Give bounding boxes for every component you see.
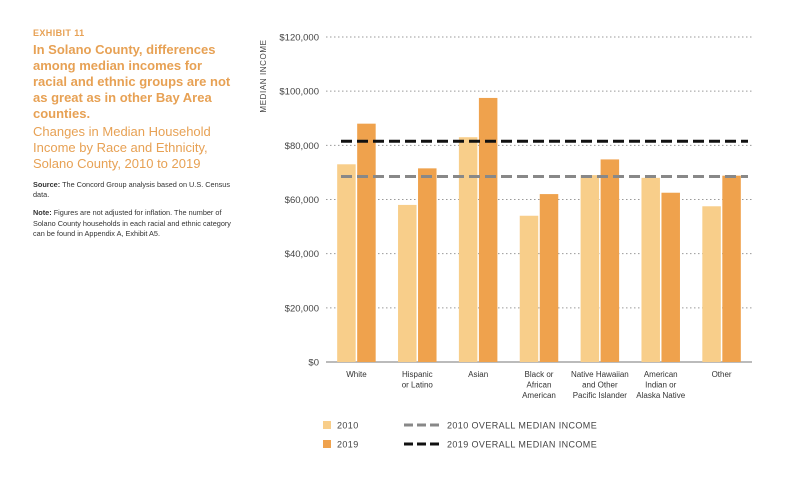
y-tick-label: $60,000 <box>285 195 319 206</box>
legend-swatch-2019 <box>323 440 331 448</box>
y-tick-label: $40,000 <box>285 249 319 260</box>
y-tick-label: $0 <box>308 358 319 369</box>
bar-2019 <box>478 97 498 362</box>
bar-2010 <box>702 206 721 362</box>
x-category-label: Other <box>712 370 732 379</box>
bar-2010 <box>337 164 356 362</box>
source-note: Source: The Concord Group analysis based… <box>33 180 238 200</box>
x-category-label: African <box>527 381 552 390</box>
note-label: Note: <box>33 208 52 218</box>
bar-2010 <box>398 204 417 362</box>
x-category-label: Alaska Native <box>636 391 685 400</box>
bar-2010 <box>519 215 539 362</box>
text-panel: EXHIBIT 11 In Solano County, differences… <box>33 28 238 239</box>
bar-2010 <box>580 175 600 362</box>
y-tick-label: $120,000 <box>279 33 319 44</box>
exhibit-label: EXHIBIT 11 <box>33 28 85 38</box>
bar-2019 <box>722 175 741 362</box>
bar-2019 <box>357 123 376 363</box>
legend-label-reference: 2010 OVERALL MEDIAN INCOME <box>447 421 597 431</box>
x-category-label: White <box>346 370 367 379</box>
legend-swatch-2010 <box>323 421 331 429</box>
y-tick-label: $80,000 <box>285 141 319 152</box>
x-category-label: American <box>644 370 678 379</box>
x-category-label: Hispanic <box>402 370 433 379</box>
x-category-label: Black or <box>525 370 554 379</box>
x-category-label: Asian <box>468 370 488 379</box>
bar-2010 <box>641 177 660 362</box>
bar-2019 <box>661 192 680 362</box>
source-text: The Concord Group analysis based on U.S.… <box>33 180 230 200</box>
y-axis-label: MEDIAN INCOME <box>259 39 268 112</box>
x-category-label: and Other <box>582 381 618 390</box>
note-text: Figures are not adjusted for inflation. … <box>33 208 231 238</box>
bar-2019 <box>600 159 620 362</box>
x-category-label: Native Hawaiian <box>571 370 629 379</box>
bar-2019 <box>418 168 437 362</box>
x-category-label: American <box>522 391 556 400</box>
x-category-label: Pacific Islander <box>573 391 628 400</box>
chart-subtitle: Changes in Median Household Income by Ra… <box>33 124 211 171</box>
bar-2019 <box>539 194 559 362</box>
legend-label-2010: 2010 <box>337 421 359 431</box>
headline: In Solano County, differences among medi… <box>33 42 231 121</box>
x-category-label: Indian or <box>645 381 676 390</box>
legend-label-2019: 2019 <box>337 440 359 450</box>
y-tick-label: $20,000 <box>285 303 319 314</box>
y-tick-label: $100,000 <box>279 87 319 98</box>
inflation-note: Note: Figures are not adjusted for infla… <box>33 208 238 239</box>
legend-label-reference: 2019 OVERALL MEDIAN INCOME <box>447 440 597 450</box>
source-label: Source: <box>33 180 61 189</box>
x-category-label: or Latino <box>402 381 434 390</box>
bar-2010 <box>458 137 478 362</box>
